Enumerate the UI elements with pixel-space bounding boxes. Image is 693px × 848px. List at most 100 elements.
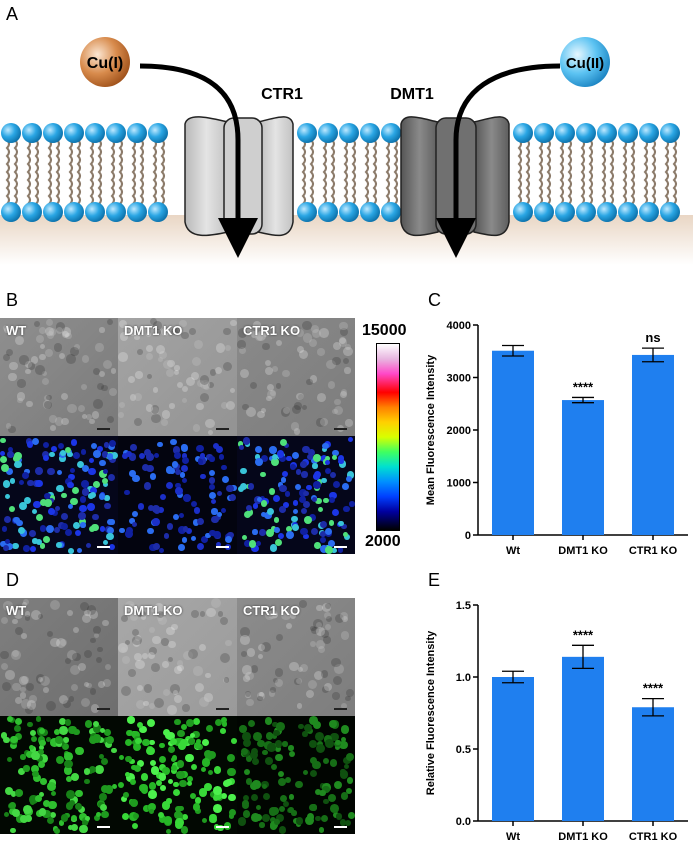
cell [342,531,349,538]
cell [272,677,278,683]
cell [55,755,64,764]
cell [228,793,236,802]
cell [31,437,40,446]
cell [53,526,60,533]
cell [56,470,62,476]
colorbar [376,343,400,531]
cell [91,411,100,419]
lipid-head [1,202,21,222]
cell [67,725,77,735]
cell [86,605,97,615]
cell [147,718,156,727]
cell [196,402,204,411]
cell [128,517,136,525]
cell [211,598,222,609]
cell [42,442,49,449]
cell [46,631,53,638]
cell [26,441,34,448]
cell [49,451,55,458]
cell [318,646,326,653]
cell [237,328,248,339]
cell [72,521,81,530]
cell [21,633,27,639]
cell [89,458,95,464]
cell [25,368,31,375]
cell [179,472,185,478]
cell [270,817,277,824]
cell [246,648,256,657]
cell [44,327,54,337]
cell [251,793,259,801]
cell [171,623,178,631]
cell [333,663,344,674]
cell [118,412,125,419]
cell [339,336,347,344]
cell [148,647,157,656]
cell [214,366,222,375]
cell [293,402,302,410]
cell [92,720,99,727]
cell [59,694,69,704]
cell [59,726,68,735]
cell [309,769,317,777]
cell [200,766,206,773]
cell [207,769,213,775]
cell [39,791,45,797]
cell [161,638,169,646]
cell [328,540,336,548]
cell [18,480,24,486]
cell [275,753,283,762]
cell [288,794,295,800]
cell [332,454,338,460]
cell [124,601,135,611]
cell [194,682,205,693]
cell [310,324,320,334]
cell [35,365,45,376]
cell [237,340,246,349]
cell [253,732,262,741]
lipid-head [660,202,680,222]
cell [289,750,296,758]
cell [196,738,202,744]
cell [129,604,136,611]
cell [25,815,32,823]
cell [119,332,129,341]
cell [70,467,76,473]
lipid-head [360,202,380,222]
cell [283,800,290,807]
cell [325,528,333,536]
cell [239,369,249,379]
cell [142,805,150,813]
cell [339,770,349,780]
cell [81,413,88,420]
cell [127,716,135,724]
cell [254,445,263,454]
micrograph-d-fluor-ctr1 [237,716,355,834]
cell [124,489,130,496]
cell [335,745,341,751]
cell [289,661,299,672]
cell [286,531,295,540]
y-axis-label: Mean Fluorescence Intensity [425,354,437,505]
cell [30,609,41,620]
cell [314,541,321,549]
cell [245,692,251,698]
lipid-head [22,202,42,222]
cell [60,813,69,822]
cell [345,689,355,698]
cell [298,349,309,360]
cell [246,504,253,511]
cell [57,443,64,450]
cell [262,749,269,756]
cell [317,393,327,403]
cell [283,501,290,508]
cell [244,540,252,548]
cell [220,653,230,664]
cell [210,498,216,504]
cell [338,321,348,331]
cell [162,661,169,669]
cell [239,346,246,354]
cell [4,515,12,523]
cell [148,790,157,799]
cell [87,503,95,512]
